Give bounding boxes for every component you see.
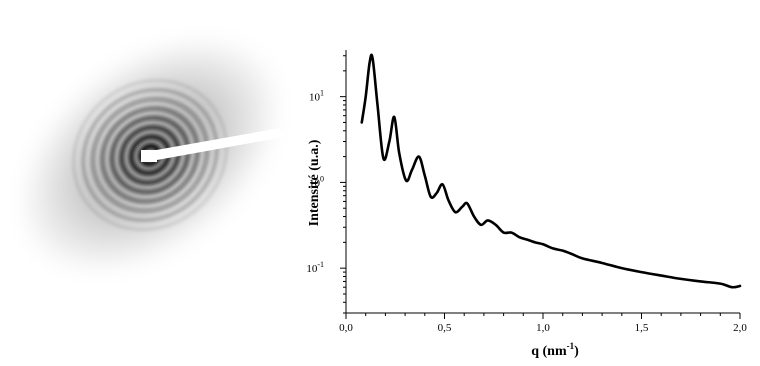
scattering-rings — [72, 78, 228, 232]
y-tick-label: 100 — [309, 174, 324, 189]
scattering-ring — [109, 115, 191, 195]
beamstop-arm — [145, 128, 284, 162]
saxs-chart: 10-1 100 101 0,0 0,5 1,0 1,5 2,0 q (nm-1) Inte… — [290, 0, 760, 361]
scattering-ring — [128, 134, 172, 176]
x-axis-ticks: 0,0 0,5 1,0 1,5 2,0 — [339, 313, 747, 334]
y-axis-title: Intensité (u.a.) — [307, 139, 322, 226]
scattering-ring — [72, 78, 228, 232]
y-axis-ticks: 10-1 100 101 — [306, 55, 346, 314]
x-tick-label: 1,5 — [635, 322, 649, 334]
x-tick-label: 2,0 — [733, 322, 747, 334]
scattering-ring — [81, 88, 219, 222]
series-line — [360, 53, 742, 289]
y-tick-label: 101 — [309, 89, 324, 104]
scattering-ring — [100, 106, 200, 204]
x-tick-label: 0,5 — [438, 322, 452, 334]
scattering-ring — [91, 97, 209, 213]
x-tick-label: 1,0 — [536, 322, 550, 334]
scattering-pattern — [18, 36, 284, 274]
x-tick-label: 0,0 — [339, 322, 353, 334]
plot-frame — [345, 50, 740, 314]
scattering-ring — [119, 125, 181, 185]
y-tick-label: 10-1 — [306, 260, 324, 275]
scattering-pattern-image — [0, 0, 300, 361]
chart-svg: 10-1 100 101 0,0 0,5 1,0 1,5 2,0 q (nm-1) Inte… — [306, 50, 747, 359]
beamstop — [141, 150, 157, 162]
x-axis-title: q (nm-1) — [531, 341, 579, 359]
